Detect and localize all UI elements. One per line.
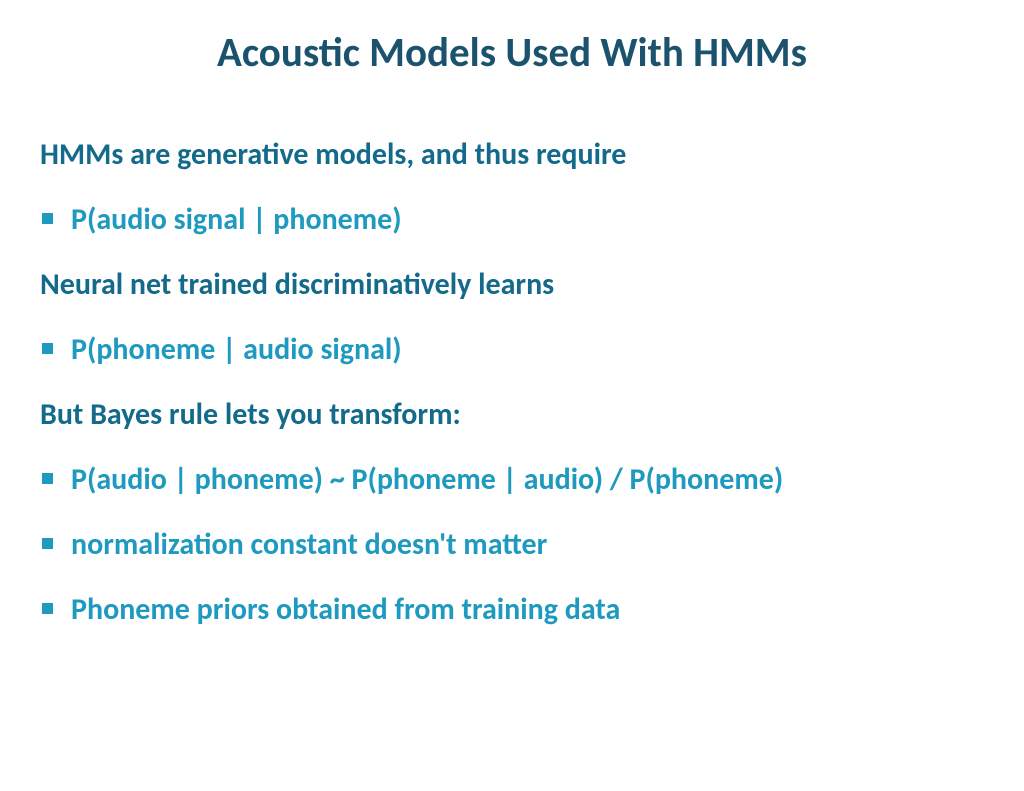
slide: Acoustic Models Used With HMMs HMMs are …	[0, 0, 1024, 791]
bullet-item: P(audio signal | phoneme)	[40, 201, 984, 238]
bullet-text: P(audio | phoneme) ~ P(phoneme | audio) …	[71, 461, 783, 498]
bullet-text: Phoneme priors obtained from training da…	[71, 591, 620, 628]
slide-body: HMMs are generative models, and thus req…	[40, 136, 984, 628]
bullet-item: normalization constant doesn't matter	[40, 526, 984, 563]
bullet-item: Phoneme priors obtained from training da…	[40, 591, 984, 628]
bullet-text: normalization constant doesn't matter	[71, 526, 547, 563]
bullet-item: P(audio | phoneme) ~ P(phoneme | audio) …	[40, 461, 984, 498]
square-bullet-icon	[42, 473, 53, 484]
bullet-text: P(phoneme | audio signal)	[71, 331, 402, 368]
body-text: HMMs are generative models, and thus req…	[40, 136, 984, 173]
body-text: But Bayes rule lets you transform:	[40, 396, 984, 433]
square-bullet-icon	[42, 343, 53, 354]
bullet-item: P(phoneme | audio signal)	[40, 331, 984, 368]
square-bullet-icon	[42, 603, 53, 614]
square-bullet-icon	[42, 213, 53, 224]
body-text: Neural net trained discriminatively lear…	[40, 266, 984, 303]
square-bullet-icon	[42, 538, 53, 549]
slide-title: Acoustic Models Used With HMMs	[40, 28, 984, 78]
bullet-text: P(audio signal | phoneme)	[71, 201, 402, 238]
